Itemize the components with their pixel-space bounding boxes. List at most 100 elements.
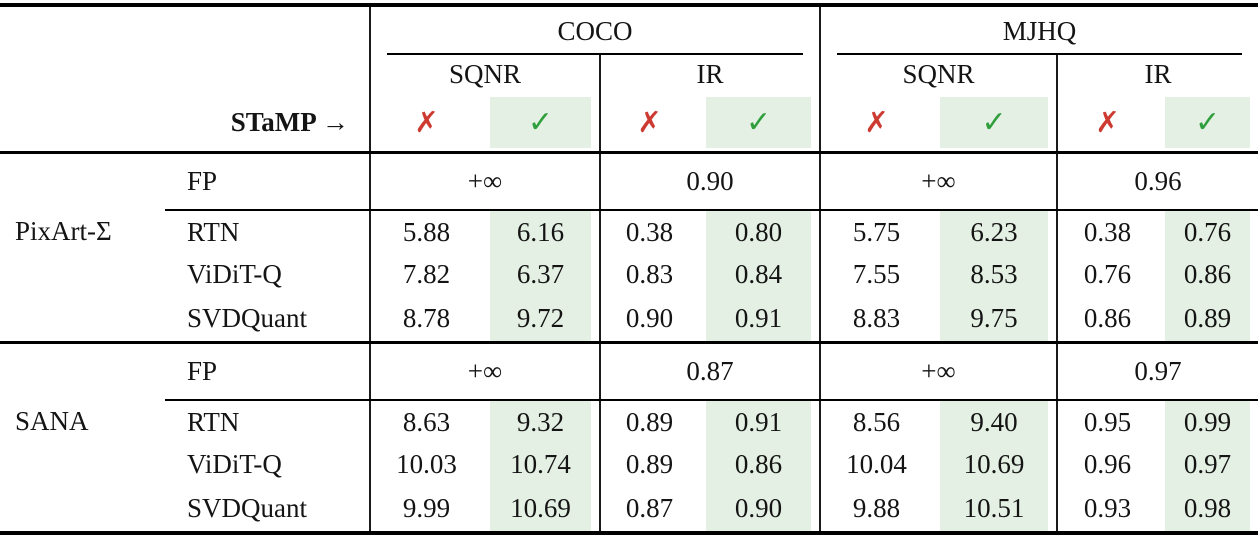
- value-cell: 0.96: [1056, 443, 1158, 485]
- table-header: COCO MJHQ SQNR IR SQNR IR STaMP → ✗ ✓ ✗ …: [0, 5, 1258, 154]
- value-cell: 0.38: [599, 210, 698, 253]
- check-icon: ✓: [482, 93, 600, 154]
- fp-value-cell: +∞: [369, 342, 600, 401]
- cross-icon: ✗: [819, 93, 933, 154]
- value-cell: 0.83: [599, 253, 698, 295]
- check-icon: ✓: [1157, 93, 1258, 154]
- value-cell-highlighted: 0.80: [698, 210, 820, 253]
- value-cell-highlighted: 0.91: [698, 295, 820, 343]
- value-cell-highlighted: 9.32: [482, 400, 600, 443]
- value-cell: 5.88: [369, 210, 482, 253]
- value-cell-highlighted: 6.16: [482, 210, 600, 253]
- fp-value-cell: 0.96: [1056, 152, 1258, 211]
- value-cell: 0.86: [1056, 295, 1158, 343]
- stamp-header-label: STaMP →: [0, 93, 370, 154]
- value-cell-highlighted: 9.40: [932, 400, 1057, 443]
- value-cell: 10.03: [369, 443, 482, 485]
- value-cell: 0.89: [599, 443, 698, 485]
- corner-empty-cell: [0, 5, 370, 55]
- dataset-header-mjhq: MJHQ: [819, 5, 1258, 55]
- dataset-name-coco: COCO: [557, 16, 633, 46]
- fp-label: FP: [165, 152, 370, 211]
- value-cell: 9.99: [369, 485, 482, 533]
- check-icon: ✓: [698, 93, 821, 154]
- method-label: SVDQuant: [187, 492, 307, 523]
- value-cell-highlighted: 0.91: [698, 400, 820, 443]
- fp-value-cell: +∞: [369, 152, 600, 211]
- value-cell: 8.63: [369, 400, 482, 443]
- value-cell: 0.90: [599, 295, 698, 343]
- value-cell: 5.75: [819, 210, 933, 253]
- dataset-name-mjhq: MJHQ: [1002, 16, 1077, 46]
- method-label: ViDiT-Q: [187, 448, 282, 479]
- fp-row: FP +∞ 0.87 +∞ 0.97: [0, 342, 1258, 401]
- value-cell-highlighted: 10.69: [932, 443, 1057, 485]
- model-label-pixart: PixArt-Σ: [15, 216, 112, 246]
- value-cell-highlighted: 0.97: [1157, 443, 1258, 485]
- table-row: SVDQuant 9.99 10.69 0.87 0.90 9.88 10.51…: [0, 485, 1258, 533]
- table-row: SVDQuant 8.78 9.72 0.90 0.91 8.83 9.75 0…: [0, 295, 1258, 343]
- method-label: RTN: [187, 216, 240, 247]
- fp-row: FP +∞ 0.90 +∞ 0.96: [0, 152, 1258, 211]
- cross-icon: ✗: [1056, 93, 1158, 154]
- method-label: SVDQuant: [187, 302, 307, 333]
- value-cell: 9.88: [819, 485, 933, 533]
- value-cell-highlighted: 6.37: [482, 253, 600, 295]
- results-table: COCO MJHQ SQNR IR SQNR IR STaMP → ✗ ✓ ✗ …: [0, 3, 1258, 535]
- value-cell: 8.83: [819, 295, 933, 343]
- metric-header-mjhq-ir: IR: [1056, 55, 1258, 93]
- value-cell: 8.78: [369, 295, 482, 343]
- dataset-header-coco: COCO: [368, 5, 821, 55]
- value-cell: 7.82: [369, 253, 482, 295]
- value-cell: 0.76: [1056, 253, 1158, 295]
- cross-icon: ✗: [369, 93, 482, 154]
- table-row: ViDiT-Q 10.03 10.74 0.89 0.86 10.04 10.6…: [0, 443, 1258, 485]
- check-icon: ✓: [932, 93, 1058, 154]
- method-label: RTN: [187, 406, 240, 437]
- metric-header-coco-sqnr: SQNR: [369, 55, 600, 93]
- section-pixart: FP +∞ 0.90 +∞ 0.96 PixArt-Σ RTN 5.88 6.1…: [0, 152, 1258, 343]
- value-cell: 0.95: [1056, 400, 1158, 443]
- value-cell-highlighted: 9.75: [932, 295, 1057, 343]
- table-row: SANA RTN 8.63 9.32 0.89 0.91 8.56 9.40 0…: [0, 400, 1258, 443]
- cmidrule-mjhq: [837, 53, 1243, 55]
- metric-header-coco-ir: IR: [598, 55, 821, 93]
- empty-cell: [0, 55, 370, 93]
- section-sana: FP +∞ 0.87 +∞ 0.97 SANA RTN 8.63 9.32 0.…: [0, 342, 1258, 533]
- value-cell: 10.04: [819, 443, 933, 485]
- value-cell-highlighted: 6.23: [932, 210, 1057, 253]
- empty-cell: [0, 153, 165, 211]
- value-cell: 0.38: [1056, 210, 1158, 253]
- value-cell-highlighted: 0.99: [1157, 400, 1258, 443]
- value-cell-highlighted: 0.76: [1157, 210, 1258, 253]
- value-cell: 7.55: [819, 253, 933, 295]
- value-cell: 0.89: [599, 400, 698, 443]
- fp-value-cell: +∞: [819, 152, 1058, 211]
- value-cell-highlighted: 0.86: [1157, 253, 1258, 295]
- value-cell-highlighted: 0.90: [698, 485, 820, 533]
- value-cell: 0.93: [1056, 485, 1158, 533]
- cmidrule-coco: [387, 53, 804, 55]
- value-cell-highlighted: 10.74: [482, 443, 600, 485]
- value-cell-highlighted: 10.51: [932, 485, 1057, 533]
- cross-icon: ✗: [599, 93, 698, 154]
- model-label-sana: SANA: [15, 406, 89, 436]
- table-row: ViDiT-Q 7.82 6.37 0.83 0.84 7.55 8.53 0.…: [0, 253, 1258, 295]
- empty-cell: [0, 343, 165, 401]
- metric-header-mjhq-sqnr: SQNR: [819, 55, 1058, 93]
- value-cell-highlighted: 0.89: [1157, 295, 1258, 343]
- fp-value-cell: 0.90: [598, 152, 821, 211]
- stamp-marks-row: STaMP → ✗ ✓ ✗ ✓ ✗ ✓ ✗ ✓: [0, 93, 1258, 154]
- value-cell-highlighted: 9.72: [482, 295, 600, 343]
- value-cell-highlighted: 0.84: [698, 253, 820, 295]
- method-label: ViDiT-Q: [187, 258, 282, 289]
- dataset-header-row: COCO MJHQ: [0, 5, 1258, 55]
- value-cell: 8.56: [819, 400, 933, 443]
- value-cell-highlighted: 10.69: [482, 485, 600, 533]
- metric-header-row: SQNR IR SQNR IR: [0, 55, 1258, 93]
- fp-label: FP: [165, 342, 370, 401]
- value-cell-highlighted: 8.53: [932, 253, 1057, 295]
- fp-value-cell: +∞: [819, 342, 1058, 401]
- value-cell-highlighted: 0.98: [1157, 485, 1258, 533]
- table-row: PixArt-Σ RTN 5.88 6.16 0.38 0.80 5.75 6.…: [0, 210, 1258, 253]
